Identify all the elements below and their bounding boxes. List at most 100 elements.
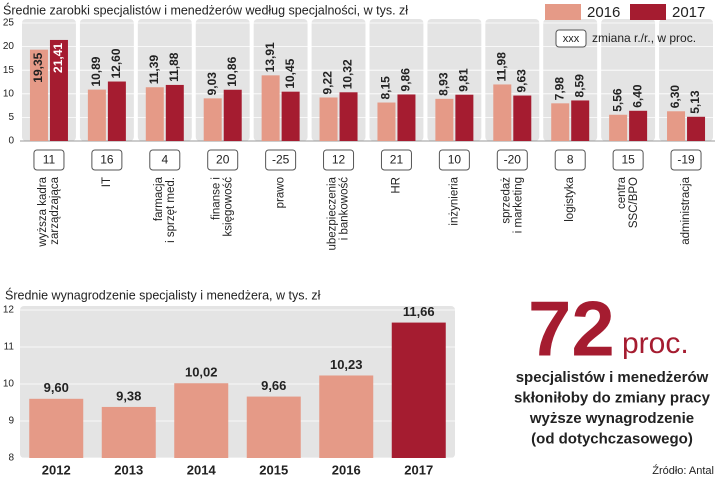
x-tick-label: i sprzęt med. <box>165 177 177 243</box>
group-background <box>659 19 713 141</box>
y-tick-label: 12 <box>3 305 15 316</box>
bar <box>145 87 164 141</box>
change-label: -19 <box>677 153 695 167</box>
bar <box>435 98 454 141</box>
change-box <box>149 149 181 171</box>
x-tick-label: inżynieria <box>448 176 460 225</box>
value-label: 11,98 <box>494 52 508 82</box>
value-label: 12,60 <box>109 48 123 78</box>
bar <box>101 406 156 458</box>
x-tick-label: SSC/BPO <box>628 177 640 228</box>
change-box <box>612 149 644 171</box>
change-legend-box <box>555 29 587 48</box>
callout-unit: proc. <box>622 327 689 360</box>
change-label: -25 <box>272 153 290 167</box>
x-tick-label: 2014 <box>187 462 217 477</box>
x-tick-label: sprzedaż <box>500 177 512 224</box>
bar <box>203 98 222 141</box>
change-box <box>380 149 412 171</box>
bar <box>29 49 48 141</box>
bar <box>397 94 416 141</box>
change-box <box>323 149 355 171</box>
value-label: 11,39 <box>147 55 161 85</box>
change-label: 20 <box>216 153 230 167</box>
y-tick-label: 15 <box>3 65 15 76</box>
value-label: 10,89 <box>89 56 103 86</box>
bar <box>667 111 686 141</box>
bar <box>29 398 84 458</box>
x-tick-label: 2016 <box>332 462 361 477</box>
change-label: 15 <box>621 153 635 167</box>
x-tick-label: 2017 <box>404 462 433 477</box>
value-label: 11,88 <box>167 52 181 82</box>
value-label: 10,23 <box>330 357 363 372</box>
change-box <box>207 149 239 171</box>
y-tick-label: 0 <box>8 136 14 147</box>
y-tick-label: 8 <box>8 453 14 464</box>
change-box <box>91 149 123 171</box>
plot-background <box>20 306 455 458</box>
bar <box>571 100 590 141</box>
y-tick-label: 5 <box>8 112 14 123</box>
bar <box>455 94 474 141</box>
bar <box>223 89 242 141</box>
y-tick-label: 20 <box>3 41 15 52</box>
change-legend-sample: xxx <box>563 33 580 45</box>
value-label: 9,81 <box>457 68 471 92</box>
x-tick-label: farmacja <box>153 176 165 221</box>
value-label: 9,60 <box>44 380 69 395</box>
bar <box>513 95 532 141</box>
bar <box>246 396 301 458</box>
bar <box>319 375 374 458</box>
value-label: 8,93 <box>437 72 451 96</box>
bar <box>107 81 126 141</box>
change-label: 8 <box>567 153 574 167</box>
callout-text: specjalistów i menedżerów <box>516 369 709 386</box>
y-tick-label: 25 <box>3 18 15 29</box>
change-label: 10 <box>448 153 462 167</box>
callout-text: skłoniłoby do zmiany pracy <box>514 389 711 406</box>
value-label: 10,02 <box>185 365 218 380</box>
bar <box>165 84 184 141</box>
change-legend-label: zmiana r./r., w proc. <box>592 31 696 45</box>
source: Źródło: Antal <box>652 464 714 477</box>
group-background <box>601 19 656 141</box>
change-label: -20 <box>504 153 522 167</box>
change-box <box>496 149 528 171</box>
value-label: 8,15 <box>379 76 393 100</box>
value-label: 9,86 <box>399 68 413 92</box>
y-tick-label: 9 <box>8 416 14 427</box>
bar <box>551 103 570 141</box>
x-tick-label: HR <box>390 177 402 194</box>
change-label: 12 <box>332 153 346 167</box>
value-label: 6,40 <box>630 84 644 108</box>
y-tick-label: 10 <box>3 379 15 390</box>
x-tick-label: ubezpieczenia <box>327 176 339 250</box>
bar <box>87 89 106 141</box>
bar <box>49 39 68 141</box>
bar <box>493 84 512 141</box>
value-label: 7,98 <box>552 77 566 101</box>
value-label: 11,66 <box>403 304 435 319</box>
change-box <box>670 149 702 171</box>
value-label: 5,56 <box>610 88 624 112</box>
bar <box>261 75 280 141</box>
x-tick-label: administracja <box>680 176 692 244</box>
x-tick-label: finanse i <box>211 177 223 220</box>
x-tick-label: centra <box>616 176 628 209</box>
x-tick-label: księgowość <box>223 177 235 237</box>
callout-text: wyższe wynagrodzenie <box>529 410 694 427</box>
change-label: 11 <box>43 153 56 167</box>
bar <box>609 114 628 141</box>
x-tick-label: i marketing <box>512 177 524 233</box>
change-box <box>265 149 297 171</box>
y-tick-label: 11 <box>4 342 15 353</box>
x-tick-label: prawo <box>275 177 287 208</box>
bar <box>629 110 648 141</box>
value-label: 10,86 <box>225 56 239 86</box>
bar <box>174 383 229 458</box>
value-label: 9,03 <box>205 72 219 96</box>
x-tick-label: IT <box>101 177 113 187</box>
value-label: 9,38 <box>116 388 141 403</box>
x-tick-label: zarządzająca <box>49 176 61 244</box>
